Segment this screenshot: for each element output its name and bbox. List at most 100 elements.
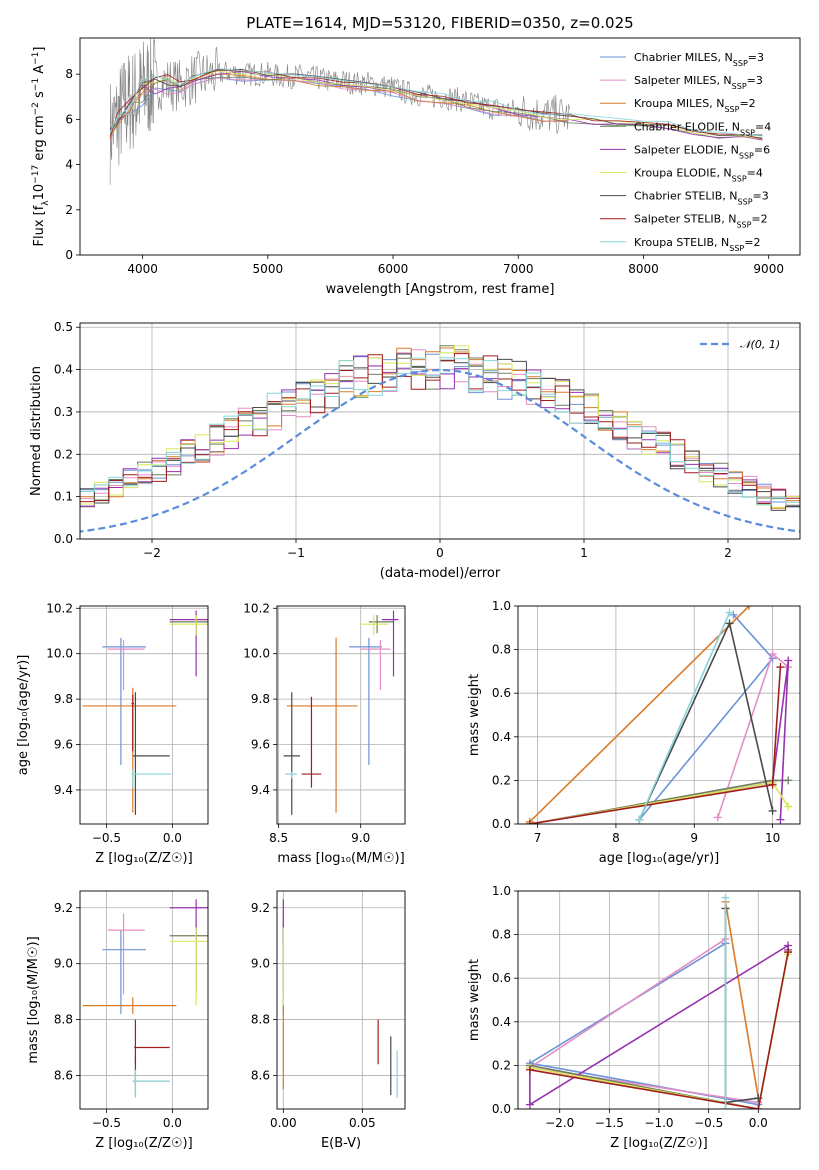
weight-marker-1 xyxy=(768,649,777,658)
histogram-0 xyxy=(80,352,800,520)
x-axis-label: wavelength [Angstrom, rest frame] xyxy=(326,282,555,297)
y-axis-label: Normed distribution xyxy=(29,366,44,496)
x-tick-label: 5000 xyxy=(253,262,284,276)
weight-marker-6 xyxy=(725,619,734,628)
axes-frame xyxy=(517,890,801,1110)
legend-sub: SSP xyxy=(732,82,747,91)
legend-nssp: 3 xyxy=(762,190,769,203)
panel-mass-vs-Z: −0.5 0.0 8.6 8.8 9.0 9.2 Z [log₁₀(Z/Z☉)] mass [… xyxy=(26,890,209,1151)
x-tick-label: −1.0 xyxy=(644,1116,673,1130)
normal-curve xyxy=(80,368,800,533)
x-axis-label: (data-model)/error xyxy=(380,566,501,581)
legend-sep: , N xyxy=(721,213,736,226)
y-label-part: Flux [f xyxy=(32,205,47,246)
legend-sep: , N xyxy=(722,190,737,203)
weight-marker-4 xyxy=(776,815,785,824)
legend-sep: , N xyxy=(724,143,739,156)
y-label-part: −17 xyxy=(31,165,41,184)
y-tick-label: 0.8 xyxy=(492,928,511,942)
legend-label-normal: 𝒩(0, 1) xyxy=(740,338,780,351)
x-tick-label: −0.5 xyxy=(92,1116,121,1130)
y-tick-label: 9.8 xyxy=(54,692,73,706)
y-tick-label: 9.2 xyxy=(251,901,270,915)
legend-name: Chabrier STELIB xyxy=(634,190,722,203)
plot-area xyxy=(525,606,793,824)
weight-line-7 xyxy=(529,951,789,1109)
weight-marker-8 xyxy=(721,893,730,902)
weight-line-1 xyxy=(527,938,759,1104)
legend-nssp: 3 xyxy=(757,51,764,64)
y-tick-label: 8.6 xyxy=(54,1068,73,1082)
y-tick-label: 9.8 xyxy=(251,692,270,706)
legend-eq: = xyxy=(747,74,756,87)
weight-line-2 xyxy=(529,606,750,823)
weight-marker-7 xyxy=(784,948,793,957)
legend-nssp: 6 xyxy=(763,143,770,156)
legend-nssp: 4 xyxy=(764,120,771,133)
histogram-6 xyxy=(80,353,800,513)
weight-line-0 xyxy=(527,942,759,1106)
legend-nssp: 4 xyxy=(756,167,763,180)
y-tick-label: 10.0 xyxy=(46,647,73,661)
x-tick-label: 0.05 xyxy=(349,1116,376,1130)
y-tick-label: 0.6 xyxy=(492,686,511,700)
x-tick-label: 1 xyxy=(580,546,588,560)
weight-marker-8 xyxy=(721,1105,730,1109)
weight-marker-6 xyxy=(768,806,777,815)
y-tick-label: 8.8 xyxy=(251,1013,270,1027)
model-spectrum-3 xyxy=(109,76,763,139)
legend-eq: = xyxy=(744,236,753,249)
histogram-7 xyxy=(80,353,800,514)
weight-marker-7 xyxy=(776,663,785,672)
y-label-part: −1 xyxy=(31,52,41,65)
y-tick-label: 0.2 xyxy=(54,447,73,461)
x-tick-label: 7 xyxy=(534,831,542,845)
plot-area xyxy=(109,38,763,185)
y-tick-label: 0.4 xyxy=(492,1015,511,1029)
y-label-part: A xyxy=(32,65,47,78)
legend-nssp: 2 xyxy=(749,97,756,110)
panel-residuals: −2 −1 0 1 2 0.0 0.1 0.2 0.3 0.4 0.5 (data-model)/er… xyxy=(29,320,801,581)
axes-frame xyxy=(79,322,801,540)
legend-name: Salpeter ELODIE xyxy=(634,143,724,156)
legend-sub: SSP xyxy=(724,105,739,114)
legend-entry-4: Salpeter ELODIE, NSSP=6 xyxy=(634,143,770,160)
panel-massweight-vs-age: 7 8 9 10 0.0 0.2 0.4 0.6 0.8 1.0 age [log₁₀(age/yr… xyxy=(467,599,801,866)
y-axis-label: Flux [fλ10−17 erg cm−2 s−1 A−1] xyxy=(31,47,51,247)
panel-massweight-vs-Z: −2.0 −1.5 −1.0 −0.5 0.0 0.0 0.2 0.4 0.6 0.8 1.0 Z [… xyxy=(467,884,801,1151)
x-tick-label: 9 xyxy=(690,831,698,845)
axes-frame xyxy=(79,37,801,256)
legend-eq: = xyxy=(751,213,760,226)
y-tick-label: 8 xyxy=(65,67,73,81)
legend-eq: = xyxy=(739,97,748,110)
x-tick-label: −0.5 xyxy=(92,831,121,845)
plot-area xyxy=(283,610,399,815)
legend-nssp: 2 xyxy=(753,236,760,249)
x-tick-label: 0.0 xyxy=(163,1116,182,1130)
histogram-8 xyxy=(80,357,800,517)
y-label-part: ] xyxy=(32,47,47,52)
weight-marker-4 xyxy=(525,1100,534,1109)
x-axis-label: age [log₁₀(age/yr)] xyxy=(599,851,720,866)
y-tick-label: 0.2 xyxy=(492,773,511,787)
data-spectrum xyxy=(109,38,571,185)
plot-area xyxy=(80,345,800,533)
weight-line-8 xyxy=(638,612,731,820)
model-spectrum-2 xyxy=(109,73,569,136)
x-tick-label: 6000 xyxy=(378,262,409,276)
y-tick-label: 0 xyxy=(65,248,73,262)
panel-age-vs-Z: −0.5 0.0 9.4 9.6 9.8 10.0 10.2 Z [log₁₀(Z/Z☉)] a… xyxy=(16,601,209,866)
legend-eq: = xyxy=(754,143,763,156)
y-axis-label: age [log₁₀(age/yr)] xyxy=(16,655,31,776)
x-tick-label: 7000 xyxy=(503,262,534,276)
x-tick-label: −2.0 xyxy=(545,1116,574,1130)
histogram-4 xyxy=(80,355,800,508)
x-axis-label: Z [log₁₀(Z/Z☉)] xyxy=(95,851,192,866)
x-tick-label: 0.0 xyxy=(163,831,182,845)
weight-marker-7 xyxy=(525,820,534,824)
weight-marker-1 xyxy=(713,813,722,822)
legend-sub: SSP xyxy=(740,128,755,137)
weight-line-1 xyxy=(717,652,789,818)
axes-frame xyxy=(276,605,406,825)
